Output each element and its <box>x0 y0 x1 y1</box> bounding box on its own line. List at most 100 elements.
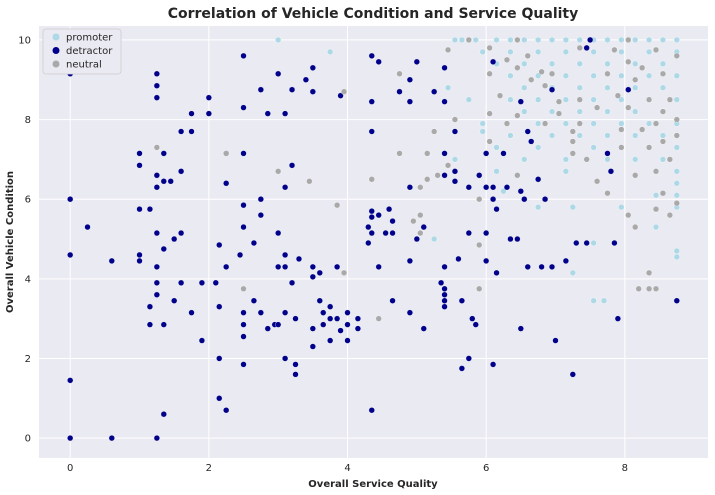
neutral-point <box>555 98 563 105</box>
detractor-point <box>282 263 289 270</box>
neutral-point <box>334 202 341 209</box>
promoter-point <box>590 239 597 247</box>
legend-marker-detractor <box>52 47 60 54</box>
detractor-point <box>216 395 223 402</box>
detractor-point <box>160 178 167 185</box>
detractor-point <box>548 263 556 270</box>
neutral-point <box>639 126 646 133</box>
promoter-point <box>548 108 556 115</box>
legend-label-detractor: detractor <box>66 46 113 57</box>
detractor-point <box>517 325 524 332</box>
neutral-point <box>417 229 424 237</box>
neutral-point <box>375 315 382 322</box>
detractor-point <box>282 184 289 191</box>
detractor-point <box>320 321 327 328</box>
promoter-point <box>604 132 611 139</box>
promoter-point <box>632 60 639 67</box>
detractor-point <box>327 315 334 322</box>
promoter-point <box>465 96 472 103</box>
detractor-point <box>171 235 178 243</box>
detractor-point <box>178 229 185 237</box>
detractor-point <box>344 309 351 316</box>
detractor-point <box>337 327 344 334</box>
data-points <box>67 36 680 442</box>
promoter-point <box>673 144 680 151</box>
detractor-point <box>309 343 316 350</box>
neutral-point <box>153 144 160 151</box>
detractor-point <box>535 176 542 183</box>
promoter-point <box>576 108 583 115</box>
detractor-point <box>490 361 497 368</box>
detractor-point <box>275 70 282 77</box>
detractor-point <box>153 435 160 442</box>
neutral-point <box>306 178 313 185</box>
detractor-point <box>524 128 531 135</box>
detractor-point <box>455 255 462 262</box>
neutral-point <box>625 104 632 111</box>
neutral-point <box>666 96 673 103</box>
detractor-point <box>441 64 448 71</box>
neutral-point <box>524 52 531 59</box>
detractor-point <box>240 202 247 209</box>
detractor-point <box>625 86 632 93</box>
promoter-point <box>645 120 653 127</box>
detractor-point <box>583 239 590 247</box>
promoter-point <box>569 269 576 276</box>
neutral-point <box>503 120 511 127</box>
promoter-point <box>521 108 528 115</box>
detractor-point <box>451 128 459 135</box>
detractor-point <box>153 291 160 298</box>
detractor-point <box>583 44 590 51</box>
neutral-point <box>417 212 424 219</box>
detractor-point <box>611 239 618 247</box>
neutral-point <box>659 70 667 77</box>
detractor-point <box>490 196 497 203</box>
neutral-point <box>434 172 441 179</box>
neutral-point <box>486 138 493 145</box>
neutral-point <box>576 96 583 103</box>
detractor-point <box>275 229 282 237</box>
promoter-point <box>451 156 459 163</box>
promoter-point <box>673 253 680 261</box>
detractor-point <box>153 229 160 237</box>
detractor-point <box>389 218 396 225</box>
neutral-point <box>514 172 521 179</box>
detractor-point <box>84 223 91 231</box>
detractor-point <box>295 255 303 262</box>
detractor-point <box>67 377 74 384</box>
neutral-point <box>632 223 639 231</box>
detractor-point <box>542 196 549 203</box>
detractor-point <box>406 184 413 191</box>
promoter-point <box>444 84 452 91</box>
y-tick-label: 4 <box>25 274 31 285</box>
neutral-point <box>542 120 549 127</box>
detractor-point <box>240 52 247 59</box>
neutral-point <box>666 156 673 163</box>
neutral-point <box>625 36 632 44</box>
detractor-point <box>476 172 483 179</box>
neutral-point <box>569 150 576 157</box>
detractor-point <box>396 88 403 95</box>
neutral-point <box>514 112 521 119</box>
detractor-point <box>316 269 323 276</box>
detractor-point <box>188 128 195 135</box>
promoter-point <box>521 84 528 91</box>
promoter-point <box>673 36 680 44</box>
promoter-point <box>535 204 542 211</box>
detractor-point <box>288 279 296 286</box>
promoter-point <box>507 132 514 139</box>
legend: promoter detractor neutral <box>42 28 122 75</box>
neutral-point <box>223 150 230 157</box>
neutral-point <box>569 128 576 135</box>
neutral-point <box>625 58 632 65</box>
detractor-point <box>483 257 490 264</box>
detractor-point <box>469 315 476 322</box>
promoter-point <box>507 48 514 55</box>
promoter-point <box>673 96 680 103</box>
detractor-point <box>216 303 223 310</box>
neutral-point <box>424 176 431 183</box>
detractor-point <box>240 104 247 111</box>
detractor-point <box>483 229 490 237</box>
x-tick-label: 2 <box>206 463 212 474</box>
promoter-point <box>576 60 583 67</box>
